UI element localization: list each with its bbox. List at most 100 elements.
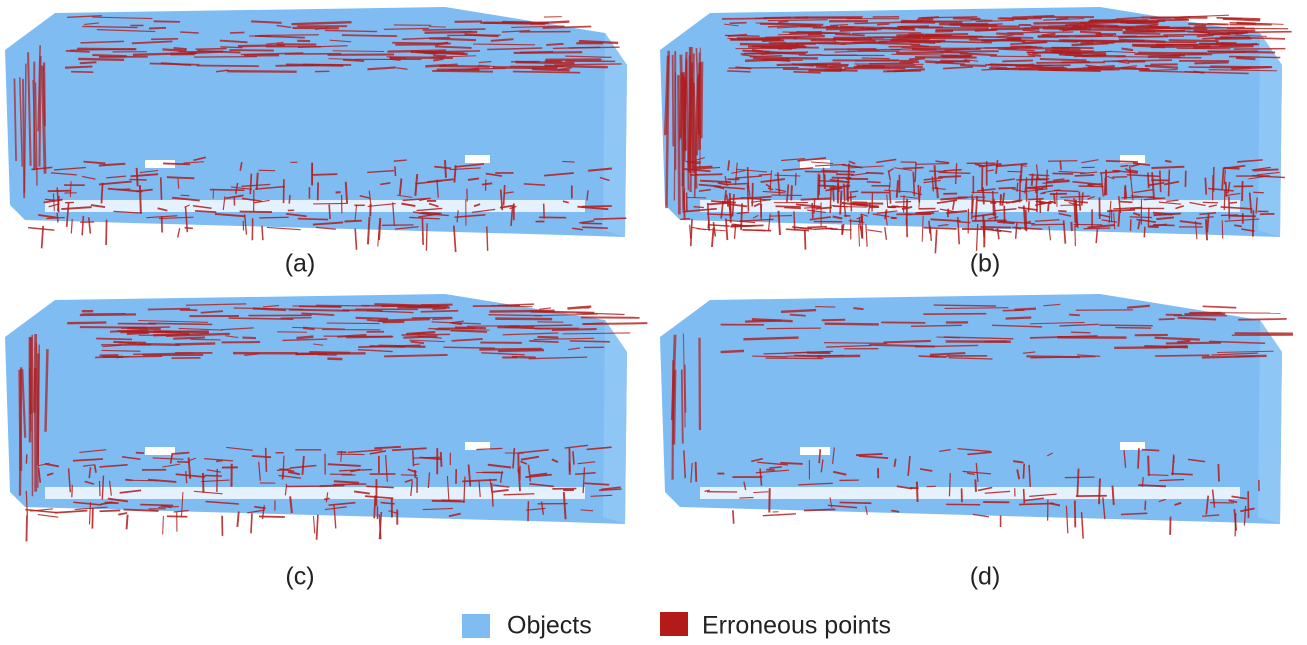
erroneous-points [66,51,90,52]
erroneous-points [1229,57,1280,58]
erroneous-points [919,356,939,357]
erroneous-points [1007,32,1073,33]
erroneous-points [793,72,820,73]
erroneous-points [891,217,897,218]
erroneous-points [1028,54,1041,56]
erroneous-points [1197,35,1214,36]
erroneous-points [313,516,314,534]
erroneous-points [432,71,493,72]
erroneous-points [1229,202,1237,203]
point-cloud-side [603,320,627,524]
erroneous-points [210,190,245,191]
erroneous-points [341,451,342,462]
erroneous-points [342,35,397,36]
erroneous-points [1160,170,1161,192]
panel-label: (b) [970,250,1001,278]
erroneous-points [504,185,505,206]
erroneous-points [1138,448,1139,468]
erroneous-points [794,211,795,230]
erroneous-points [1159,319,1175,320]
erroneous-points [867,230,882,232]
erroneous-points [1148,456,1149,476]
erroneous-points [594,218,627,219]
erroneous-points [801,198,831,199]
erroneous-points [195,211,216,212]
erroneous-points [148,309,190,310]
erroneous-points [296,337,313,338]
erroneous-points [1222,220,1223,238]
erroneous-points [286,65,343,66]
erroneous-points [1144,346,1188,347]
erroneous-points [489,311,554,312]
erroneous-points [313,174,337,175]
erroneous-points [537,337,558,338]
erroneous-points [1177,341,1190,342]
erroneous-points [416,52,435,54]
erroneous-points [433,308,447,309]
erroneous-points [92,508,93,529]
erroneous-points [1017,182,1018,191]
erroneous-points [752,50,763,51]
erroneous-points [915,162,916,182]
panel-b [660,7,1292,253]
erroneous-points [830,229,852,230]
erroneous-points [833,185,834,201]
erroneous-points [44,62,45,126]
erroneous-points [960,65,986,66]
erroneous-points [975,479,976,491]
point-cloud-side [1258,33,1282,237]
erroneous-points [765,358,823,359]
erroneous-points [851,193,852,211]
panel-a [5,7,627,252]
erroneous-points [783,69,846,70]
erroneous-points [267,227,301,229]
erroneous-points [840,191,841,215]
erroneous-points [101,183,102,204]
erroneous-points [1178,27,1244,28]
erroneous-points [38,515,58,518]
legend-label: Erroneous points [702,612,891,640]
erroneous-points [1077,469,1078,497]
erroneous-points [180,32,198,33]
erroneous-points [800,27,864,28]
erroneous-points [1099,479,1100,505]
erroneous-points [442,500,462,501]
erroneous-points [730,193,731,218]
erroneous-points [1123,33,1161,34]
erroneous-points [741,203,742,230]
erroneous-points [237,512,238,527]
erroneous-points [896,52,944,53]
erroneous-points [903,168,924,169]
floor-gap [465,155,490,163]
erroneous-points [752,183,753,206]
erroneous-points [1145,501,1146,511]
erroneous-points [728,183,749,184]
erroneous-points [1166,343,1221,344]
erroneous-points [1060,161,1061,170]
erroneous-points [487,226,488,250]
erroneous-points [1226,182,1227,197]
erroneous-points [844,184,845,202]
erroneous-points [582,206,612,207]
erroneous-points [780,463,802,464]
erroneous-points [55,511,87,513]
erroneous-points [763,514,796,516]
erroneous-points [514,52,583,53]
erroneous-points [940,61,970,62]
erroneous-points [403,336,437,337]
erroneous-points [1028,201,1029,212]
erroneous-points [776,206,801,207]
erroneous-points [99,511,120,512]
erroneous-points [289,195,290,204]
erroneous-points [317,515,318,540]
erroneous-points [1038,36,1102,37]
erroneous-points [220,47,242,48]
erroneous-points [897,180,898,197]
erroneous-points [848,164,849,189]
erroneous-points [1045,50,1081,51]
erroneous-points [38,353,39,465]
erroneous-points [856,454,883,455]
erroneous-points [934,305,996,306]
erroneous-points [805,230,806,250]
erroneous-points [1151,167,1184,168]
